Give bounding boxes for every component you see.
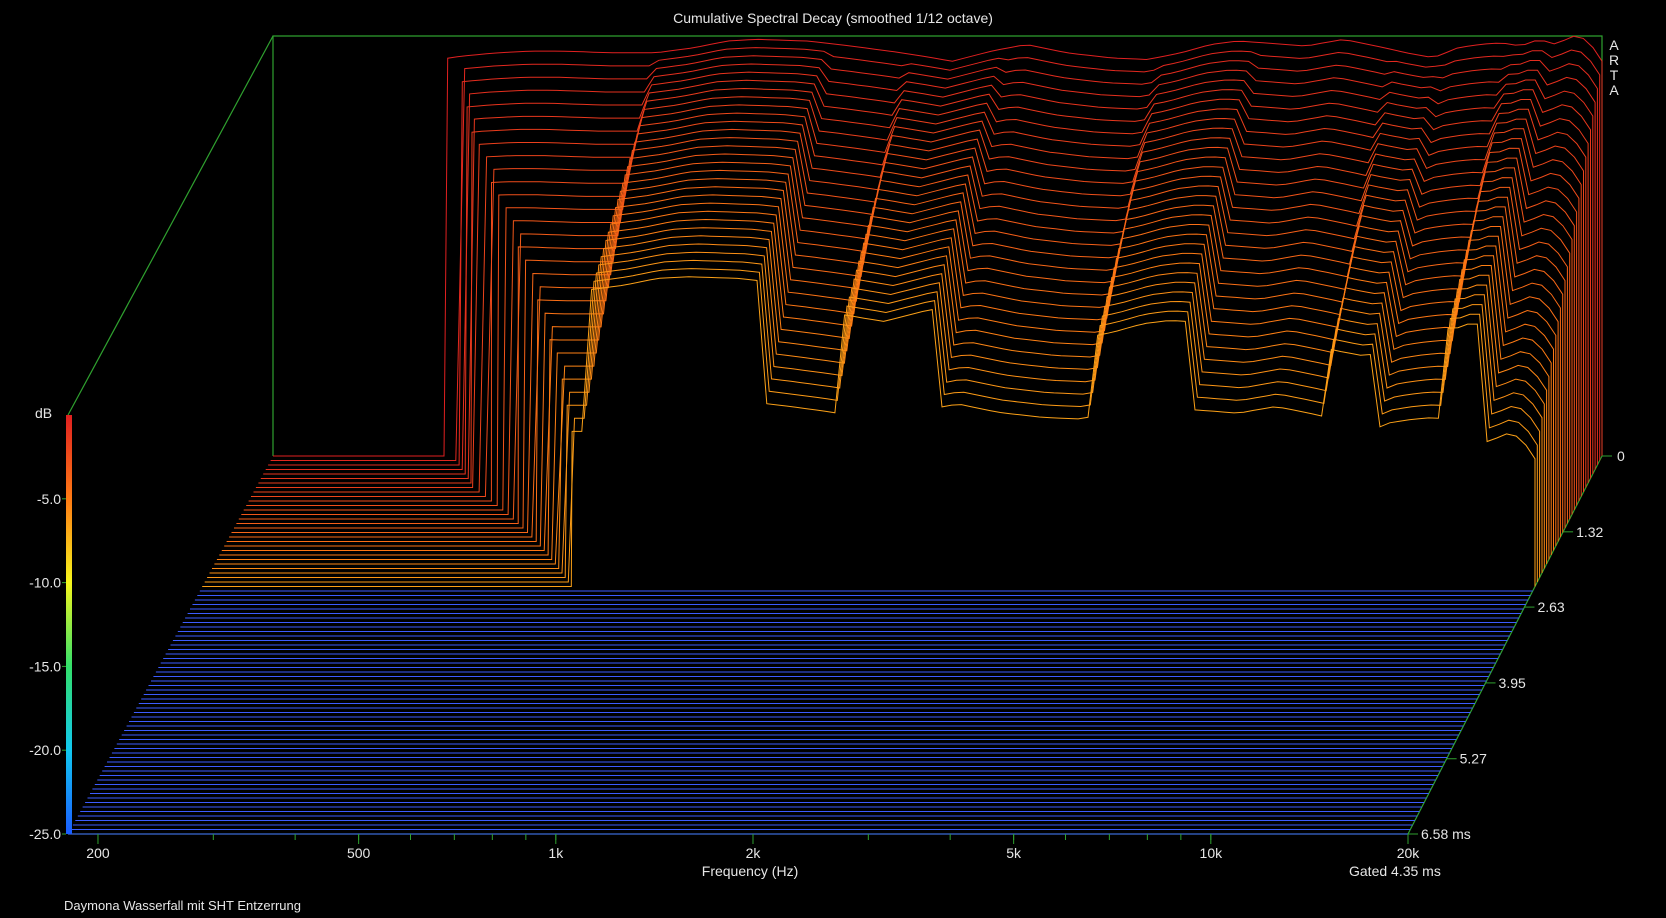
- decay-slice: [207, 259, 1541, 578]
- decay-slice: [209, 251, 1543, 574]
- decay-slice: [241, 145, 1573, 515]
- time-tick-label: 1.32: [1576, 524, 1603, 540]
- decay-slice: [238, 153, 1571, 520]
- z-tick-label: -25.0: [29, 826, 61, 842]
- decay-slice: [248, 120, 1580, 502]
- decay-slice: [255, 96, 1587, 488]
- decay-slice: [265, 63, 1596, 470]
- decay-slice: [243, 137, 1575, 511]
- decay-slice: [273, 35, 1603, 457]
- decay-slice: [224, 202, 1557, 547]
- x-tick-label: 500: [347, 845, 371, 861]
- color-bar: -5.0 -10.0 -15.0 -20.0 -25.0: [29, 415, 72, 842]
- side-edge: [67, 35, 274, 416]
- decay-slice: [221, 210, 1554, 551]
- time-tick-label: 2.63: [1537, 599, 1564, 615]
- decay-slice: [202, 276, 1536, 587]
- z-top-tick-label: 0: [1617, 448, 1625, 464]
- decay-slice: [268, 55, 1598, 466]
- time-tick-label: 6.58 ms: [1421, 826, 1471, 842]
- decay-slice: [234, 169, 1566, 529]
- color-bar-gradient: [66, 415, 72, 834]
- z-tick-label: -5.0: [37, 491, 61, 507]
- time-tick-label: 3.95: [1499, 675, 1526, 691]
- time-tick-label: 5.27: [1460, 751, 1487, 767]
- chart-title: Cumulative Spectral Decay (smoothed 1/12…: [673, 10, 993, 26]
- x-tick-label: 200: [86, 845, 110, 861]
- decay-slice: [251, 112, 1582, 497]
- x-tick-label: 1k: [548, 845, 564, 861]
- z-tick-label: -15.0: [29, 658, 61, 674]
- decay-slice: [212, 243, 1545, 569]
- decay-slices: [68, 35, 1603, 835]
- decay-slice: [204, 268, 1538, 583]
- z-tick-label: -10.0: [29, 575, 61, 591]
- decay-slice: [246, 128, 1578, 506]
- decay-slice: [260, 79, 1591, 479]
- decay-slice: [236, 161, 1568, 524]
- decay-slice: [231, 178, 1564, 533]
- x-tick-label: 2k: [746, 845, 762, 861]
- x-tick-label: 10k: [1200, 845, 1224, 861]
- decay-slice: [253, 104, 1584, 493]
- decay-slice: [263, 71, 1594, 475]
- decay-slice: [214, 235, 1548, 565]
- decay-slice: [226, 194, 1559, 542]
- gated-label: Gated 4.35 ms: [1349, 863, 1441, 879]
- x-tick-label: 20k: [1397, 845, 1421, 861]
- decay-slice: [216, 227, 1550, 560]
- brand-label: ARTA: [1608, 37, 1620, 98]
- x-axis-label: Frequency (Hz): [701, 863, 799, 879]
- caption: Daymona Wasserfall mit SHT Entzerrung: [64, 898, 301, 913]
- decay-slice: [270, 47, 1601, 461]
- x-tick-label: 5k: [1006, 845, 1022, 861]
- axis-ticks: 200 500 1k 2k 5k 10k 20k 1.32 2.63 3.95 5.27 6.58 m…: [86, 448, 1625, 861]
- decay-slice: [219, 218, 1552, 556]
- decay-slice: [229, 186, 1561, 538]
- z-axis-unit: dB: [35, 405, 53, 421]
- z-tick-label: -20.0: [29, 742, 61, 758]
